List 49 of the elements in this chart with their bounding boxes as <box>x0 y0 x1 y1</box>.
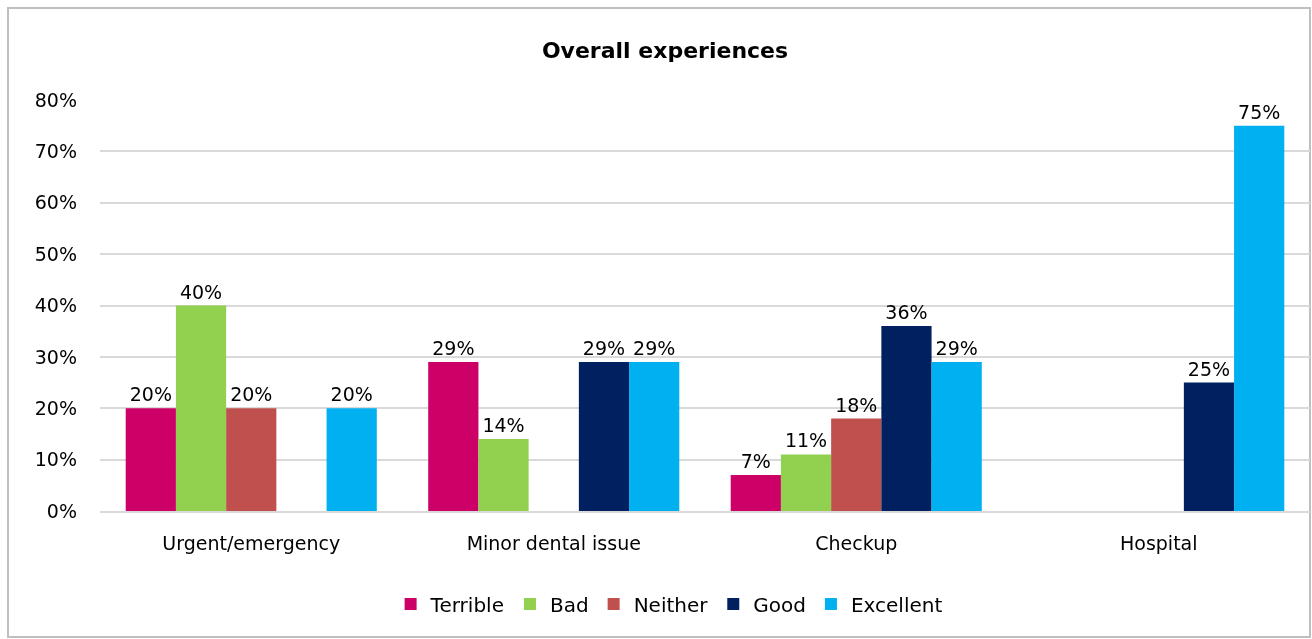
data-label: 29% <box>432 337 475 360</box>
bar <box>578 362 630 511</box>
bar <box>428 362 479 511</box>
y-tick-label: 40% <box>34 294 77 317</box>
data-label: 11% <box>784 429 828 452</box>
bar <box>780 454 832 511</box>
data-label: 29% <box>633 337 676 360</box>
bar <box>125 408 176 511</box>
data-label: 20% <box>330 383 373 406</box>
bar <box>629 362 680 511</box>
y-tick-label: 50% <box>34 242 77 265</box>
data-label: 29% <box>582 337 626 360</box>
data-label: 29% <box>935 337 978 360</box>
legend-label: Good <box>753 592 806 617</box>
y-tick-label: 80% <box>34 88 77 111</box>
data-label: 20% <box>230 383 273 406</box>
y-tick-label: 0% <box>46 499 77 522</box>
data-label: 14% <box>482 414 525 437</box>
bar <box>931 362 982 511</box>
data-label: 18% <box>835 393 878 416</box>
bar <box>326 408 377 511</box>
data-label: 75% <box>1238 100 1281 123</box>
chart-title: Overall experiences <box>541 37 789 63</box>
bar <box>881 326 932 511</box>
y-tick-label: 30% <box>34 345 77 368</box>
bar <box>478 439 529 511</box>
x-tick-label: Checkup <box>815 531 898 554</box>
y-tick-label: 10% <box>34 448 77 471</box>
data-label: 40% <box>179 280 223 303</box>
bar <box>175 305 227 511</box>
legend-label: Neither <box>633 592 709 617</box>
x-tick-label: Urgent/emergency <box>162 531 341 554</box>
legend-label: Terrible <box>429 592 504 617</box>
data-label: 20% <box>129 383 172 406</box>
bar <box>226 408 277 511</box>
bar <box>1183 382 1235 511</box>
bar <box>831 418 882 511</box>
legend-label: Bad <box>549 592 589 617</box>
data-label: 25% <box>1187 357 1231 380</box>
y-tick-label: 70% <box>34 140 77 163</box>
y-tick-label: 60% <box>34 191 77 214</box>
data-label: 36% <box>885 301 928 324</box>
y-tick-label: 20% <box>34 396 77 419</box>
legend-label: Excellent <box>850 592 943 617</box>
x-tick-label: Hospital <box>1119 531 1198 554</box>
data-label: 7% <box>740 450 771 473</box>
bar <box>730 475 781 511</box>
bar <box>1234 125 1285 511</box>
x-tick-label: Minor dental issue <box>466 531 641 554</box>
